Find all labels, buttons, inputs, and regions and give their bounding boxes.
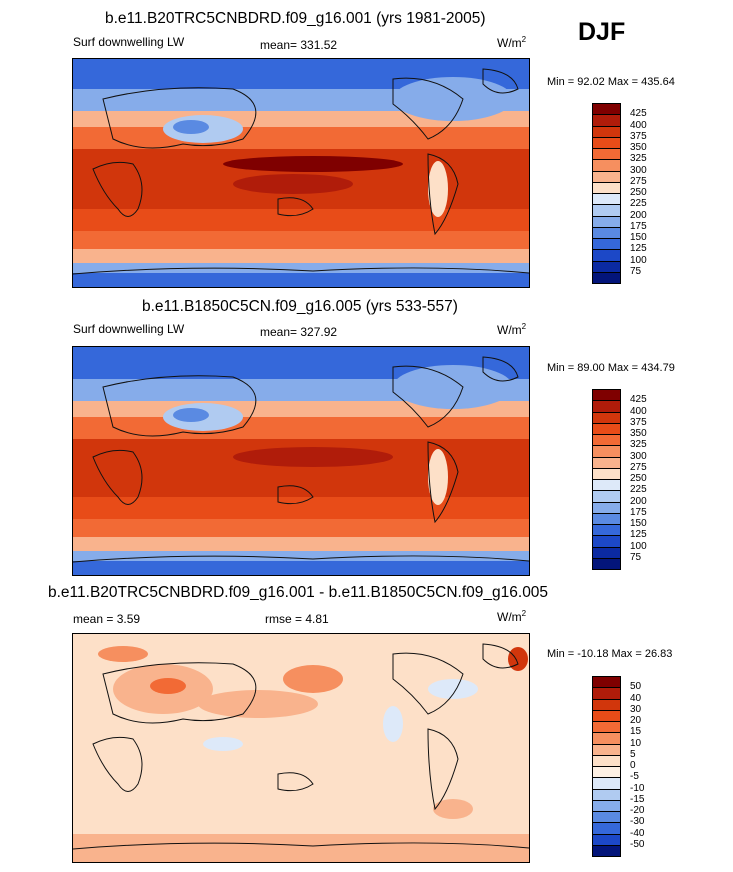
colorbar-tick-label: 100 [630, 254, 647, 266]
colorbar-tick-label: 275 [630, 175, 647, 187]
colorbar-tick-label: 275 [630, 461, 647, 473]
colorbar-tick-label: 40 [630, 692, 642, 704]
colorbar-tick-label: 375 [630, 416, 647, 428]
colorbar-tick-label: 10 [630, 737, 642, 749]
panel-3-units: W/m2 [497, 609, 527, 624]
colorbar-tick-label: -40 [630, 827, 645, 839]
colorbar-tick-label: -50 [630, 838, 645, 850]
panel-2-title: b.e11.B1850C5CN.f09_g16.005 (yrs 533-557… [142, 298, 458, 315]
colorbar-tick-label: 75 [630, 551, 642, 563]
panel-3-title: b.e11.B20TRC5CNBDRD.f09_g16.001 - b.e11.… [48, 584, 549, 601]
panel-1-title: b.e11.B20TRC5CNBDRD.f09_g16.001 (yrs 198… [105, 10, 486, 27]
colorbar-tick-label: 200 [630, 495, 647, 507]
colorbar-tick-label: 225 [630, 198, 647, 210]
colorbar-tick-label: 425 [630, 108, 647, 120]
colorbar-tick-label: 300 [630, 450, 647, 462]
colorbar-tick-label: 400 [630, 119, 647, 131]
panel-1-units: W/m2 [497, 35, 527, 50]
colorbar-tick-label: 225 [630, 484, 647, 496]
panel-2-map [72, 346, 530, 576]
colorbar-tick-label: 20 [630, 715, 642, 726]
colorbar-tick-label: 0 [630, 760, 636, 771]
panel-2-minmax: Min = 89.00 Max = 434.79 [547, 362, 675, 374]
colorbar-tick-label: 75 [630, 265, 642, 277]
colorbar-tick-label: 325 [630, 153, 647, 165]
panel-2-units: W/m2 [497, 322, 527, 337]
colorbar-tick-label: 15 [630, 726, 642, 738]
colorbar-tick-label: 175 [630, 506, 647, 518]
season-label: DJF [578, 18, 626, 46]
panel-3-map-svg [73, 634, 529, 862]
colorbar-tick-label: 300 [630, 164, 647, 176]
panel-3-rmse: rmse = 4.81 [265, 612, 329, 626]
colorbar-tick-label: 400 [630, 405, 647, 417]
colorbar-tick-label: 100 [630, 540, 647, 552]
colorbar-tick-label: 350 [630, 142, 647, 153]
panel-1-variable: Surf downwelling LW [73, 35, 185, 49]
panel-3-colorbar: 50 40 30 20 15 10 5 0 -5 -10 -15 -20 -30 -40 -50 [592, 676, 662, 857]
colorbar-tick-label: 375 [630, 130, 647, 142]
panel-1-map [72, 58, 530, 288]
colorbar-tick-label: 200 [630, 209, 647, 221]
colorbar-tick-label: 325 [630, 439, 647, 451]
panel-3-minmax: Min = -10.18 Max = 26.83 [547, 648, 673, 660]
panel-2-colorbar: 425 400 375 350 325 300 275 250 225 200 175 150 125 1… [592, 389, 662, 570]
colorbar-tick-label: 125 [630, 529, 647, 541]
colorbar-tick-label: 150 [630, 518, 647, 529]
colorbar-swatch [592, 844, 621, 857]
colorbar-swatch [592, 557, 621, 570]
colorbar-tick-label: 150 [630, 232, 647, 243]
colorbar-tick-label: 250 [630, 187, 647, 198]
colorbar-swatch [592, 271, 621, 284]
colorbar-tick-label: 125 [630, 243, 647, 255]
colorbar-tick-label: 425 [630, 394, 647, 406]
colorbar-tick-label: 175 [630, 220, 647, 232]
panel-1-colorbar: 425 400 375 350 325 300 275 250 225 200 175 150 125 1… [592, 103, 662, 284]
panel-3-mean: mean = 3.59 [73, 612, 141, 626]
colorbar-tick-label: -10 [630, 782, 645, 794]
colorbar-tick-label: -20 [630, 805, 645, 816]
colorbar-tick-label: 50 [630, 681, 642, 693]
colorbar-tick-label: -5 [630, 771, 639, 783]
panel-1-map-svg [73, 59, 529, 287]
colorbar-tick-label: -30 [630, 816, 645, 828]
panel-2-variable: Surf downwelling LW [73, 322, 185, 336]
colorbar-tick-label: 250 [630, 473, 647, 484]
panel-1-minmax: Min = 92.02 Max = 435.64 [547, 76, 675, 88]
panel-3-map [72, 633, 530, 863]
colorbar-tick-label: 5 [630, 748, 636, 760]
colorbar-tick-label: 350 [630, 428, 647, 439]
panel-2-map-svg [73, 347, 529, 575]
panel-1-mean: mean= 331.52 [260, 38, 338, 52]
colorbar-tick-label: -15 [630, 793, 645, 805]
colorbar-tick-label: 30 [630, 703, 642, 715]
panel-2-mean: mean= 327.92 [260, 325, 338, 339]
